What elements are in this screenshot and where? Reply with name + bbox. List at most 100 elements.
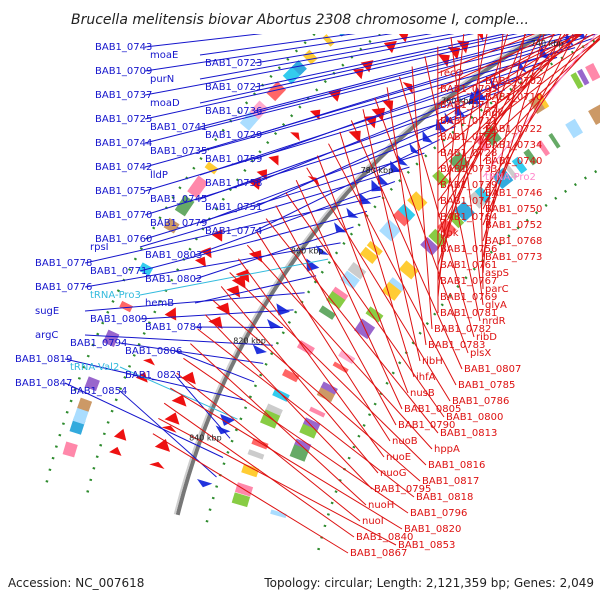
gene-label-right[interactable]: nuoG	[380, 468, 407, 479]
gene-label-left[interactable]: BAB1_0759	[205, 154, 262, 165]
gene-label-right[interactable]: BAB1_0790	[398, 420, 455, 431]
gene-label-right[interactable]: BAB1_0750	[485, 204, 542, 215]
gene-label-left[interactable]: BAB1_0779	[150, 218, 207, 229]
gene-label-right[interactable]: nuoE	[386, 452, 411, 463]
gene-label-right[interactable]: BAB1_0756	[440, 244, 497, 255]
gene-label-left[interactable]: BAB1_0821	[125, 370, 182, 381]
gene-label-right[interactable]: BAB1_0800	[446, 412, 503, 423]
gene-label-left[interactable]: BAB1_0758	[205, 178, 262, 189]
gene-label-right[interactable]: BAB1_0768	[485, 236, 542, 247]
gene-label-right[interactable]: ppk	[440, 228, 459, 239]
gene-label-left[interactable]: BAB1_0847	[15, 378, 72, 389]
gene-label-left[interactable]: tRNA-Val2	[70, 362, 119, 373]
gene-label-right[interactable]: BAB1_0722	[485, 124, 542, 135]
gene-label-right[interactable]: BAB1_0727	[440, 132, 497, 143]
gene-label-right[interactable]: aspS	[485, 268, 509, 279]
gene-label-left[interactable]: BAB1_0794	[70, 338, 127, 349]
gene-label-left[interactable]: BAB1_0770	[95, 210, 152, 221]
gene-label-right[interactable]: tRNA-Pro2	[485, 172, 536, 183]
gene-label-left[interactable]: lldP	[150, 170, 168, 181]
gene-label-right[interactable]: BAB1_0752	[485, 220, 542, 231]
gene-label-left[interactable]: hemB	[145, 298, 174, 309]
gene-label-left[interactable]: BAB1_0757	[95, 186, 152, 197]
gene-label-right[interactable]: nuoI	[362, 516, 384, 527]
gene-label-right[interactable]: ribD	[476, 332, 497, 343]
gene-label-left[interactable]: BAB1_0751	[205, 202, 262, 213]
gene-label-right[interactable]: ribH	[422, 356, 443, 367]
gene-label-left[interactable]: BAB1_0802	[145, 274, 202, 285]
gene-label-left[interactable]: BAB1_0735	[150, 146, 207, 157]
gene-label-left[interactable]: BAB1_0741	[150, 122, 207, 133]
gene-label-left[interactable]: BAB1_0771	[90, 266, 147, 277]
gene-label-right[interactable]: nuoH	[368, 500, 394, 511]
gene-label-right[interactable]: BAB1_0805	[404, 404, 461, 415]
gene-label-right[interactable]: BAB1_0820	[404, 524, 461, 535]
gene-label-left[interactable]: BAB1_0776	[35, 282, 92, 293]
gene-label-right[interactable]: plsX	[470, 348, 491, 359]
gene-label-right[interactable]: BAB1_0702	[485, 76, 542, 87]
gene-label-left[interactable]: BAB1_0819	[15, 354, 72, 365]
gene-label-left[interactable]: BAB1_0736	[205, 106, 262, 117]
gene-label-right[interactable]: parC	[485, 284, 509, 295]
gene-label-left[interactable]: BAB1_0744	[95, 138, 152, 149]
gene-label-left[interactable]: BAB1_0745	[150, 194, 207, 205]
gene-label-left[interactable]: BAB1_0709	[95, 66, 152, 77]
gene-label-right[interactable]: BAB1_0747	[440, 196, 497, 207]
gene-label-right[interactable]: BAB1_0728	[440, 148, 497, 159]
gene-label-right[interactable]: BAB1_0711	[440, 116, 497, 127]
gene-label-right[interactable]: nrdR	[482, 316, 506, 327]
gene-label-right[interactable]: BAB1_0746	[485, 188, 542, 199]
gene-label-right[interactable]: BAB1_0782	[434, 324, 491, 335]
gene-label-right[interactable]: BAB1_0818	[416, 492, 473, 503]
gene-label-right[interactable]: BAB1_0783	[428, 340, 485, 351]
gene-label-left[interactable]: BAB1_0742	[95, 162, 152, 173]
gene-label-right[interactable]: BAB1_0761	[440, 260, 497, 271]
gene-label-right[interactable]: nusB	[410, 388, 435, 399]
gene-label-left[interactable]: sugE	[35, 306, 59, 317]
gene-label-left[interactable]: moaE	[150, 50, 178, 61]
gene-label-left[interactable]: BAB1_0721	[205, 82, 262, 93]
gene-label-right[interactable]: BAB1_0767	[440, 276, 497, 287]
gene-label-left[interactable]: BAB1_0725	[95, 114, 152, 125]
gene-label-right[interactable]: glyA	[485, 300, 507, 311]
gene-label-left[interactable]: BAB1_0778	[35, 258, 92, 269]
gene-label-left[interactable]: BAB1_0723	[205, 58, 262, 69]
gene-label-right[interactable]: BAB1_0840	[356, 532, 413, 543]
gene-label-left[interactable]: BAB1_0737	[95, 90, 152, 101]
gene-label-left[interactable]: BAB1_0743	[95, 42, 152, 53]
gene-label-right[interactable]: nuoB	[392, 436, 418, 447]
gene-label-right[interactable]: BAB1_0785	[458, 380, 515, 391]
gene-label-right[interactable]: BAB1_0739	[440, 180, 497, 191]
gene-label-right[interactable]: BAB1_0710	[485, 92, 542, 103]
gene-label-right[interactable]: ihfA	[416, 372, 436, 383]
gene-label-right[interactable]: BAB1_0813	[440, 428, 497, 439]
gene-label-left[interactable]: BAB1_0803	[145, 250, 202, 261]
gene-label-left[interactable]: BAB1_0760	[95, 234, 152, 245]
gene-label-right[interactable]: BAB1_0796	[410, 508, 467, 519]
gene-label-left[interactable]: BAB1_0784	[145, 322, 202, 333]
gene-label-right[interactable]: BAB1_0740	[485, 156, 542, 167]
gene-label-right[interactable]: BAB1_0781	[440, 308, 497, 319]
gene-label-left[interactable]: BAB1_0809	[90, 314, 147, 325]
gene-label-right[interactable]: ndk	[485, 108, 504, 119]
gene-label-right[interactable]: BAB1_0817	[422, 476, 479, 487]
gene-label-left[interactable]: BAB1_0774	[205, 226, 262, 237]
gene-label-left[interactable]: BAB1_0854	[70, 386, 127, 397]
gene-label-right[interactable]: hppA	[434, 444, 460, 455]
gene-label-left[interactable]: purN	[150, 74, 174, 85]
gene-label-right[interactable]: BAB1_0786	[452, 396, 509, 407]
gene-label-right[interactable]: BAB1_0712	[440, 100, 497, 111]
gene-label-right[interactable]: BAB1_0764	[440, 212, 497, 223]
gene-label-right[interactable]: BAB1_0703	[440, 84, 497, 95]
gene-label-right[interactable]: recO	[440, 68, 464, 79]
gene-label-right[interactable]: BAB1_0773	[485, 252, 542, 263]
gene-label-right[interactable]: BAB1_0853	[398, 540, 455, 551]
gene-label-left[interactable]: moaD	[150, 98, 180, 109]
gene-label-right[interactable]: BAB1_0734	[485, 140, 542, 151]
gene-label-left[interactable]: argC	[35, 330, 58, 341]
gene-label-left[interactable]: BAB1_0806	[125, 346, 182, 357]
gene-label-right[interactable]: BAB1_0807	[464, 364, 521, 375]
gene-label-right[interactable]: BAB1_0867	[350, 548, 407, 559]
gene-label-right[interactable]: BAB1_0816	[428, 460, 485, 471]
gene-label-left[interactable]: tRNA-Pro3	[90, 290, 141, 301]
